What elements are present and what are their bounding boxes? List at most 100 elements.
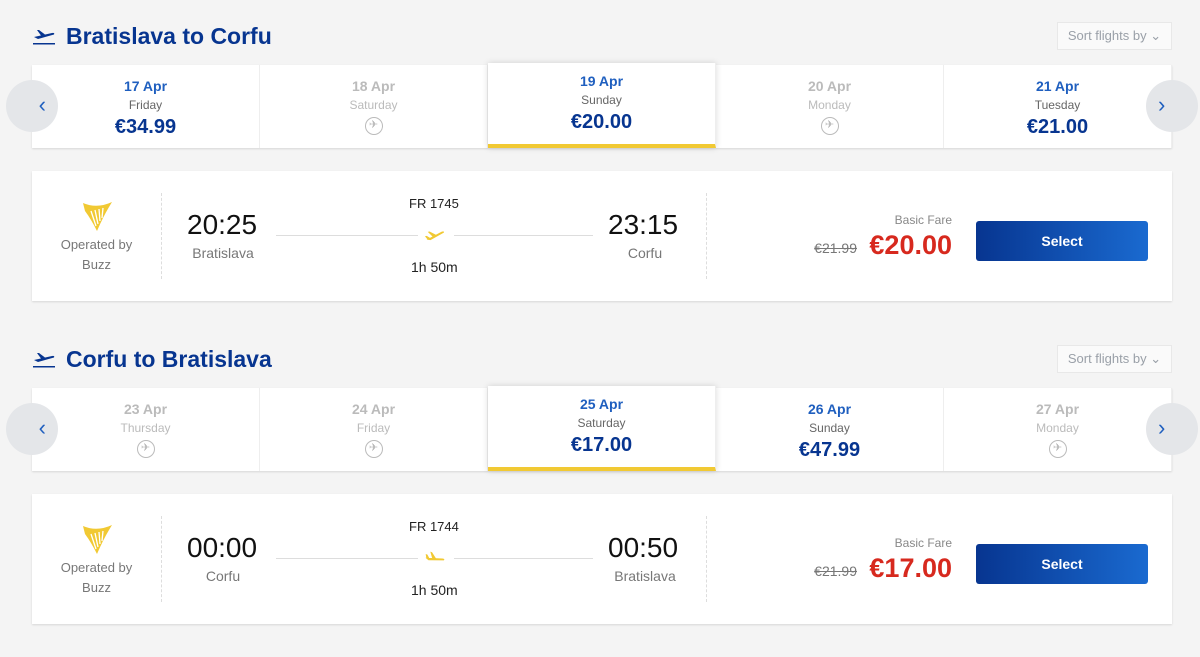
weekday-label: Sunday xyxy=(581,93,622,107)
date-label: 27 Apr xyxy=(1035,401,1080,417)
original-price: €21.99 xyxy=(814,563,857,579)
no-flights-icon: ✈ xyxy=(364,440,383,458)
flight-section: Corfu to Bratislava Sort flights by ⌄ ‹ … xyxy=(6,340,1198,624)
date-price: €47.99 xyxy=(798,439,861,461)
operator-info: Operated by Buzz xyxy=(32,516,162,602)
flight-number: FR 1745 xyxy=(409,196,459,211)
arrival-time: 00:50 xyxy=(608,532,679,563)
weekday-label: Thursday xyxy=(120,421,171,435)
no-flights-icon: ✈ xyxy=(364,117,383,135)
route-title: Bratislava to Corfu xyxy=(66,23,272,49)
fare-type: Basic Fare xyxy=(894,213,952,227)
date-label: 21 Apr xyxy=(1035,78,1080,94)
weekday-label: Monday xyxy=(1036,421,1079,435)
sort-dropdown[interactable]: Sort flights by ⌄ xyxy=(1057,345,1172,373)
select-button[interactable]: Select xyxy=(976,221,1148,261)
date-option: 24 Apr Friday ✈ xyxy=(260,388,488,471)
chevron-left-icon: ‹ xyxy=(38,92,46,117)
flight-number: FR 1744 xyxy=(409,519,459,534)
date-label: 18 Apr xyxy=(351,78,396,94)
no-flights-icon: ✈ xyxy=(820,117,839,135)
operated-by-label: Operated by xyxy=(60,560,133,575)
route-line xyxy=(454,235,593,236)
route-line xyxy=(454,558,593,559)
plane-icon xyxy=(424,227,446,243)
operator-name: Buzz xyxy=(82,257,111,272)
weekday-label: Saturday xyxy=(577,416,626,430)
date-label: 25 Apr xyxy=(579,396,624,412)
weekday-label: Saturday xyxy=(349,98,398,112)
date-carousel: ‹ 23 Apr Thursday ✈ 24 Apr Friday ✈ 25 A… xyxy=(6,386,1198,471)
date-price: €20.00 xyxy=(570,111,633,133)
harp-logo-icon xyxy=(79,199,115,233)
date-label: 17 Apr xyxy=(123,78,168,94)
no-flights-icon: ✈ xyxy=(136,440,155,458)
date-label: 23 Apr xyxy=(123,401,168,417)
operator-info: Operated by Buzz xyxy=(32,193,162,279)
weekday-label: Friday xyxy=(356,421,391,435)
date-price: €34.99 xyxy=(114,116,177,138)
date-option[interactable]: 26 Apr Sunday €47.99 xyxy=(716,388,944,471)
next-dates-button[interactable]: › xyxy=(1146,80,1198,132)
date-option: 27 Apr Monday ✈ xyxy=(944,388,1172,471)
date-option: 23 Apr Thursday ✈ xyxy=(32,388,260,471)
departure-city: Corfu xyxy=(205,568,241,584)
operator-name: Buzz xyxy=(82,580,111,595)
date-option[interactable]: 25 Apr Saturday €17.00 xyxy=(488,386,716,471)
departure-plane-icon xyxy=(32,350,56,370)
flight-duration: 1h 50m xyxy=(411,582,458,598)
no-flights-icon: ✈ xyxy=(1048,440,1067,458)
weekday-label: Sunday xyxy=(809,421,850,435)
departure-city: Bratislava xyxy=(192,245,254,261)
route-line xyxy=(276,235,418,236)
original-price: €21.99 xyxy=(814,240,857,256)
date-price: €17.00 xyxy=(570,434,633,456)
date-carousel: ‹ 17 Apr Friday €34.99 18 Apr Saturday ✈… xyxy=(6,63,1198,148)
sort-label: Sort flights by xyxy=(1067,28,1147,43)
chevron-right-icon: › xyxy=(1158,415,1166,440)
fare-price: €20.00 xyxy=(869,230,952,260)
route-title: Corfu to Bratislava xyxy=(66,346,272,372)
date-label: 24 Apr xyxy=(351,401,396,417)
route-line xyxy=(276,558,418,559)
departure-plane-icon xyxy=(32,27,56,47)
date-option: 20 Apr Monday ✈ xyxy=(716,65,944,148)
chevron-right-icon: › xyxy=(1158,92,1166,117)
date-option[interactable]: 17 Apr Friday €34.99 xyxy=(32,65,260,148)
arrival-city: Corfu xyxy=(627,245,663,261)
select-button[interactable]: Select xyxy=(976,544,1148,584)
chevron-down-icon: ⌄ xyxy=(1150,351,1162,366)
weekday-label: Friday xyxy=(128,98,163,112)
plane-icon xyxy=(424,550,446,566)
chevron-left-icon: ‹ xyxy=(38,415,46,440)
previous-dates-button[interactable]: ‹ xyxy=(6,403,58,455)
chevron-down-icon: ⌄ xyxy=(1150,28,1162,43)
sort-label: Sort flights by xyxy=(1067,351,1147,366)
previous-dates-button[interactable]: ‹ xyxy=(6,80,58,132)
next-dates-button[interactable]: › xyxy=(1146,403,1198,455)
date-label: 20 Apr xyxy=(807,78,852,94)
weekday-label: Monday xyxy=(808,98,851,112)
departure-time: 20:25 xyxy=(187,209,258,240)
flight-card: Operated by Buzz 00:00 Corfu FR 1744 1h … xyxy=(32,494,1172,624)
divider xyxy=(706,516,707,602)
departure-time: 00:00 xyxy=(187,532,258,563)
weekday-label: Tuesday xyxy=(1034,98,1081,112)
fare-price: €17.00 xyxy=(869,553,952,583)
date-label: 19 Apr xyxy=(579,73,624,89)
date-option: 18 Apr Saturday ✈ xyxy=(260,65,488,148)
date-option[interactable]: 19 Apr Sunday €20.00 xyxy=(488,63,716,148)
date-label: 26 Apr xyxy=(807,401,852,417)
arrival-city: Bratislava xyxy=(614,568,676,584)
date-price: €21.00 xyxy=(1026,116,1089,138)
flight-card: Operated by Buzz 20:25 Bratislava FR 174… xyxy=(32,171,1172,301)
sort-dropdown[interactable]: Sort flights by ⌄ xyxy=(1057,22,1172,50)
fare-type: Basic Fare xyxy=(894,536,952,550)
flight-duration: 1h 50m xyxy=(411,259,458,275)
harp-logo-icon xyxy=(79,522,115,556)
arrival-time: 23:15 xyxy=(608,209,679,240)
operated-by-label: Operated by xyxy=(60,237,133,252)
flight-section: Bratislava to Corfu Sort flights by ⌄ ‹ … xyxy=(6,17,1198,301)
divider xyxy=(706,193,707,279)
date-option[interactable]: 21 Apr Tuesday €21.00 xyxy=(944,65,1172,148)
